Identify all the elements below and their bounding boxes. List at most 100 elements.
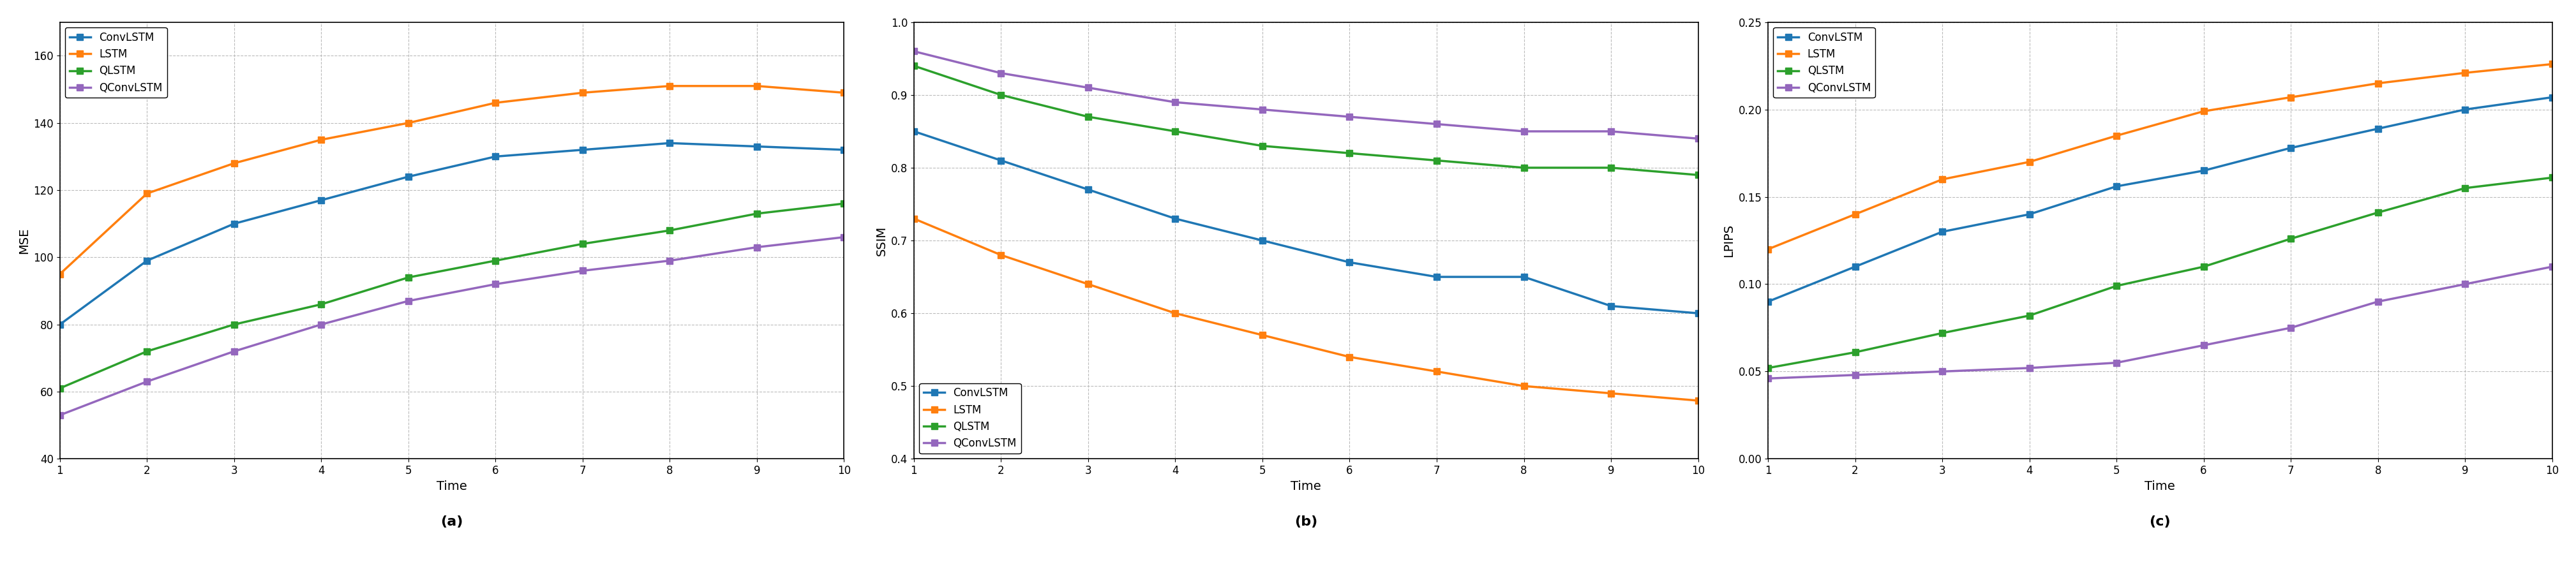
Line: QLSTM: QLSTM: [1765, 175, 2555, 371]
ConvLSTM: [1507, 274, 1538, 281]
QConvLSTM: [987, 70, 1018, 77]
QLSTM: [1072, 113, 1103, 120]
LSTM: [1682, 397, 1713, 404]
QConvLSTM: [1682, 135, 1713, 142]
LSTM: [1507, 382, 1538, 389]
QLSTM: [131, 348, 162, 354]
QLSTM: [654, 227, 685, 234]
Line: QConvLSTM: QConvLSTM: [57, 234, 848, 418]
Line: QLSTM: QLSTM: [909, 63, 1700, 178]
LSTM: [654, 83, 685, 89]
QLSTM: [1247, 142, 1278, 149]
Line: ConvLSTM: ConvLSTM: [1765, 94, 2555, 305]
LSTM: [2537, 61, 2568, 68]
LSTM: [1159, 310, 1190, 317]
Legend: ConvLSTM, LSTM, QLSTM, QConvLSTM: ConvLSTM, LSTM, QLSTM, QConvLSTM: [1772, 27, 1875, 98]
ConvLSTM: [899, 128, 930, 135]
LSTM: [829, 89, 860, 96]
ConvLSTM: [1334, 259, 1365, 266]
ConvLSTM: [1752, 298, 1783, 305]
QLSTM: [987, 92, 1018, 98]
QConvLSTM: [392, 298, 422, 304]
ConvLSTM: [654, 139, 685, 146]
QConvLSTM: [1334, 113, 1365, 120]
ConvLSTM: [219, 220, 250, 227]
Legend: ConvLSTM, LSTM, QLSTM, QConvLSTM: ConvLSTM, LSTM, QLSTM, QConvLSTM: [64, 27, 167, 98]
QConvLSTM: [899, 48, 930, 55]
ConvLSTM: [2362, 125, 2393, 132]
LSTM: [1334, 353, 1365, 360]
QConvLSTM: [2362, 298, 2393, 305]
LSTM: [219, 160, 250, 167]
QLSTM: [1682, 172, 1713, 179]
ConvLSTM: [2275, 145, 2306, 151]
QLSTM: [899, 63, 930, 69]
LSTM: [567, 89, 598, 96]
LSTM: [1247, 332, 1278, 339]
LSTM: [2187, 108, 2218, 115]
QConvLSTM: [2187, 342, 2218, 349]
QLSTM: [219, 321, 250, 328]
QLSTM: [479, 257, 510, 264]
LSTM: [987, 251, 1018, 258]
Line: QConvLSTM: QConvLSTM: [909, 48, 1700, 142]
Text: (b): (b): [1293, 516, 1316, 529]
ConvLSTM: [567, 146, 598, 153]
QConvLSTM: [1072, 84, 1103, 91]
QConvLSTM: [1595, 128, 1625, 135]
ConvLSTM: [1159, 215, 1190, 222]
QConvLSTM: [2275, 324, 2306, 331]
ConvLSTM: [742, 143, 773, 150]
LSTM: [2099, 132, 2130, 139]
LSTM: [1595, 390, 1625, 397]
Line: LSTM: LSTM: [57, 83, 848, 277]
ConvLSTM: [1072, 186, 1103, 193]
QConvLSTM: [2099, 360, 2130, 366]
QLSTM: [1159, 128, 1190, 135]
LSTM: [2275, 94, 2306, 101]
QConvLSTM: [44, 412, 75, 419]
X-axis label: Time: Time: [2143, 480, 2174, 492]
Y-axis label: MSE: MSE: [18, 227, 31, 254]
Y-axis label: SSIM: SSIM: [876, 225, 886, 255]
LSTM: [2450, 69, 2481, 76]
ConvLSTM: [2014, 211, 2045, 218]
QConvLSTM: [654, 257, 685, 264]
ConvLSTM: [2537, 94, 2568, 101]
Line: QConvLSTM: QConvLSTM: [1765, 263, 2555, 382]
QConvLSTM: [1839, 372, 1870, 378]
QLSTM: [742, 210, 773, 217]
QLSTM: [2187, 263, 2218, 270]
ConvLSTM: [44, 321, 75, 328]
QLSTM: [44, 385, 75, 391]
QConvLSTM: [2450, 281, 2481, 287]
LSTM: [1752, 246, 1783, 253]
QConvLSTM: [1159, 99, 1190, 106]
QConvLSTM: [479, 281, 510, 287]
ConvLSTM: [829, 146, 860, 153]
QLSTM: [2537, 174, 2568, 181]
Line: ConvLSTM: ConvLSTM: [57, 140, 848, 328]
ConvLSTM: [987, 157, 1018, 164]
QConvLSTM: [2014, 365, 2045, 372]
QConvLSTM: [2537, 263, 2568, 270]
ConvLSTM: [1927, 228, 1958, 235]
ConvLSTM: [1839, 263, 1870, 270]
QConvLSTM: [742, 244, 773, 250]
Text: (c): (c): [2148, 516, 2169, 529]
QConvLSTM: [219, 348, 250, 354]
QLSTM: [1334, 150, 1365, 156]
ConvLSTM: [2099, 183, 2130, 190]
LSTM: [131, 190, 162, 197]
ConvLSTM: [1422, 274, 1453, 281]
ConvLSTM: [2187, 167, 2218, 174]
LSTM: [307, 137, 337, 143]
LSTM: [899, 215, 930, 222]
QLSTM: [2275, 236, 2306, 242]
X-axis label: Time: Time: [1291, 480, 1321, 492]
QLSTM: [567, 241, 598, 248]
QConvLSTM: [1507, 128, 1538, 135]
LSTM: [1072, 281, 1103, 287]
QLSTM: [1595, 164, 1625, 171]
LSTM: [2014, 159, 2045, 166]
